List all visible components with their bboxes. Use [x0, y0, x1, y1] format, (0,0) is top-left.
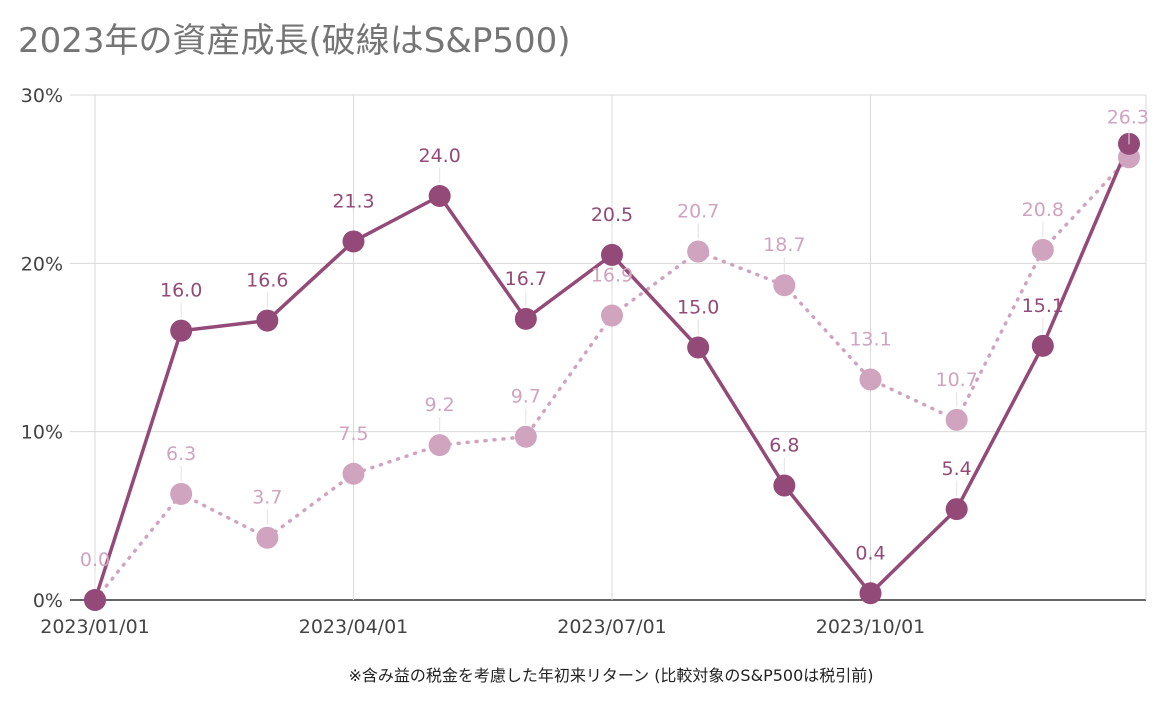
chart-title: 2023年の資産成長(破線はS&P500) — [18, 21, 571, 61]
sp500-point — [859, 368, 882, 391]
portfolio-data-label: 21.3 — [332, 190, 374, 212]
sp500-data-label: 13.1 — [849, 328, 891, 350]
sp500-data-label: 0.0 — [80, 549, 110, 571]
sp500-point — [342, 462, 365, 485]
sp500-data-label: 7.5 — [338, 423, 368, 445]
portfolio-point — [1031, 334, 1054, 357]
sp500-data-label: 26.3 — [1107, 106, 1149, 128]
sp500-data-label: 20.7 — [677, 201, 719, 223]
portfolio-data-label: 15.0 — [677, 297, 719, 319]
portfolio-point — [773, 474, 796, 497]
portfolio-data-label: 0.4 — [855, 542, 885, 564]
sp500-point — [1031, 238, 1054, 261]
x-tick-label: 2023/04/01 — [299, 616, 409, 638]
sp500-point — [773, 274, 796, 297]
sp500-data-label: 10.7 — [936, 369, 978, 391]
portfolio-point — [256, 309, 279, 332]
chart-footnote: ※含み益の税金を考慮した年初来リターン (比較対象のS&P500は税引前) — [349, 666, 874, 685]
sp500-point — [945, 408, 968, 431]
portfolio-point — [687, 336, 710, 359]
portfolio-data-label: 16.7 — [505, 268, 547, 290]
sp500-point — [687, 240, 710, 263]
portfolio-point — [945, 498, 968, 521]
portfolio-point — [170, 319, 193, 342]
portfolio-data-label: 20.5 — [591, 204, 633, 226]
portfolio-point — [514, 307, 537, 330]
portfolio-data-label: 16.0 — [160, 280, 202, 302]
portfolio-point — [342, 230, 365, 253]
x-tick-label: 2023/10/01 — [816, 616, 926, 638]
sp500-data-label: 6.3 — [166, 443, 196, 465]
y-tick-label: 20% — [21, 253, 63, 275]
y-axis-tick-labels: 0% 10% 20% 30% — [21, 85, 63, 612]
portfolio-point — [84, 589, 106, 611]
sp500-data-label: 18.7 — [763, 234, 805, 256]
sp500-point — [428, 434, 451, 457]
sp500-point — [514, 425, 537, 448]
x-tick-label: 2023/07/01 — [557, 616, 667, 638]
portfolio-point — [859, 582, 882, 605]
portfolio-point — [601, 243, 623, 266]
portfolio-data-label: 6.8 — [769, 435, 799, 457]
sp500-data-label: 9.2 — [425, 394, 455, 416]
sp500-data-label: 16.9 — [591, 265, 633, 287]
sp500-point — [256, 526, 279, 549]
portfolio-point — [428, 185, 451, 207]
y-tick-label: 30% — [21, 85, 63, 107]
series-layer — [84, 132, 1140, 611]
sp500-point — [170, 482, 193, 505]
portfolio-data-label: 5.4 — [942, 458, 972, 480]
y-tick-label: 10% — [21, 422, 63, 444]
sp500-data-label: 9.7 — [511, 386, 541, 408]
x-axis-tick-labels: 2023/01/01 2023/04/01 2023/07/01 2023/10/01 — [40, 616, 925, 638]
gridlines — [70, 94, 1147, 601]
portfolio-data-label: 24.0 — [419, 145, 461, 167]
sp500-data-label: 20.8 — [1022, 199, 1064, 221]
x-tick-label: 2023/01/01 — [40, 616, 150, 638]
sp500-data-label: 3.7 — [252, 487, 282, 509]
y-tick-label: 0% — [33, 590, 63, 612]
portfolio-data-label: 16.6 — [246, 270, 288, 292]
data-labels: 0.0 6.3 3.7 7.5 9.2 9.7 16.9 20.7 18.7 13.1 10.7 20… — [80, 106, 1149, 587]
sp500-point — [601, 304, 623, 327]
portfolio-data-label: 15.1 — [1022, 295, 1064, 317]
